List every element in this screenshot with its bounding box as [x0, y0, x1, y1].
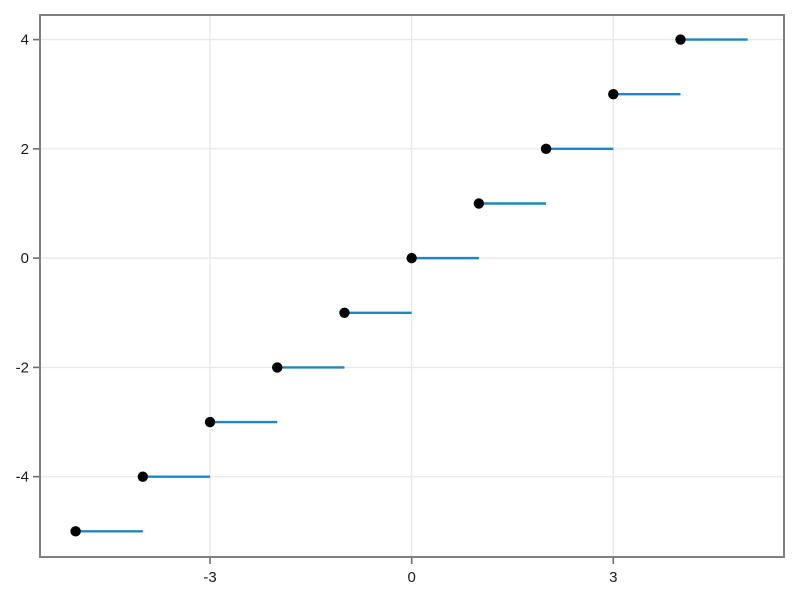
data-point: [272, 362, 283, 373]
plot-frame: [39, 14, 785, 558]
data-point: [70, 526, 81, 537]
data-point: [137, 471, 149, 482]
data-point: [204, 416, 216, 428]
data-point: [540, 143, 552, 155]
y-tick-label: 0: [21, 250, 29, 267]
data-point: [339, 307, 350, 318]
y-tick-label: 4: [21, 32, 29, 49]
y-tick-label: -2: [16, 359, 29, 376]
y-tick-label: 2: [21, 141, 29, 158]
data-point: [406, 252, 417, 264]
x-tick-label: 3: [609, 569, 617, 586]
data-point: [473, 198, 485, 209]
x-tick-label: 0: [407, 569, 415, 586]
y-tick-label: -4: [16, 469, 29, 486]
data-point: [675, 34, 686, 45]
x-tick-label: -3: [203, 569, 216, 586]
data-point: [608, 89, 619, 100]
